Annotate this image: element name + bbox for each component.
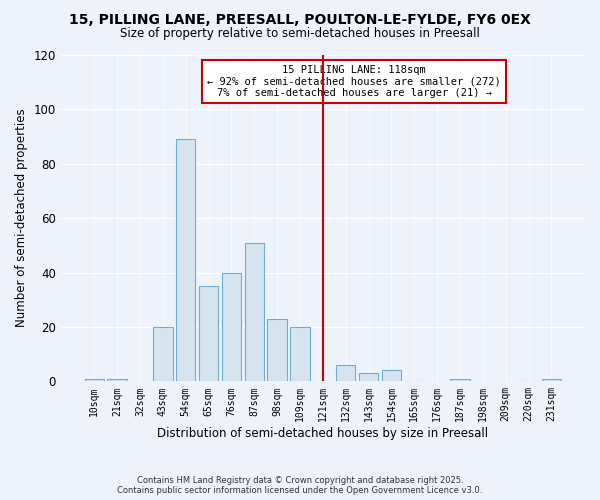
Bar — [199, 286, 218, 382]
Bar — [268, 319, 287, 382]
Text: 15 PILLING LANE: 118sqm
← 92% of semi-detached houses are smaller (272)
7% of se: 15 PILLING LANE: 118sqm ← 92% of semi-de… — [208, 65, 501, 98]
Bar — [176, 140, 196, 382]
Text: Size of property relative to semi-detached houses in Preesall: Size of property relative to semi-detach… — [120, 28, 480, 40]
Bar — [153, 327, 173, 382]
Bar — [451, 378, 470, 382]
Bar — [85, 378, 104, 382]
Bar — [290, 327, 310, 382]
Text: 15, PILLING LANE, PREESALL, POULTON-LE-FYLDE, FY6 0EX: 15, PILLING LANE, PREESALL, POULTON-LE-F… — [69, 12, 531, 26]
Text: Contains HM Land Registry data © Crown copyright and database right 2025.
Contai: Contains HM Land Registry data © Crown c… — [118, 476, 482, 495]
Bar — [107, 378, 127, 382]
Bar — [542, 378, 561, 382]
Bar — [222, 272, 241, 382]
Bar — [382, 370, 401, 382]
Bar — [336, 365, 355, 382]
Bar — [359, 373, 379, 382]
X-axis label: Distribution of semi-detached houses by size in Preesall: Distribution of semi-detached houses by … — [157, 427, 488, 440]
Bar — [245, 242, 264, 382]
Y-axis label: Number of semi-detached properties: Number of semi-detached properties — [15, 109, 28, 328]
